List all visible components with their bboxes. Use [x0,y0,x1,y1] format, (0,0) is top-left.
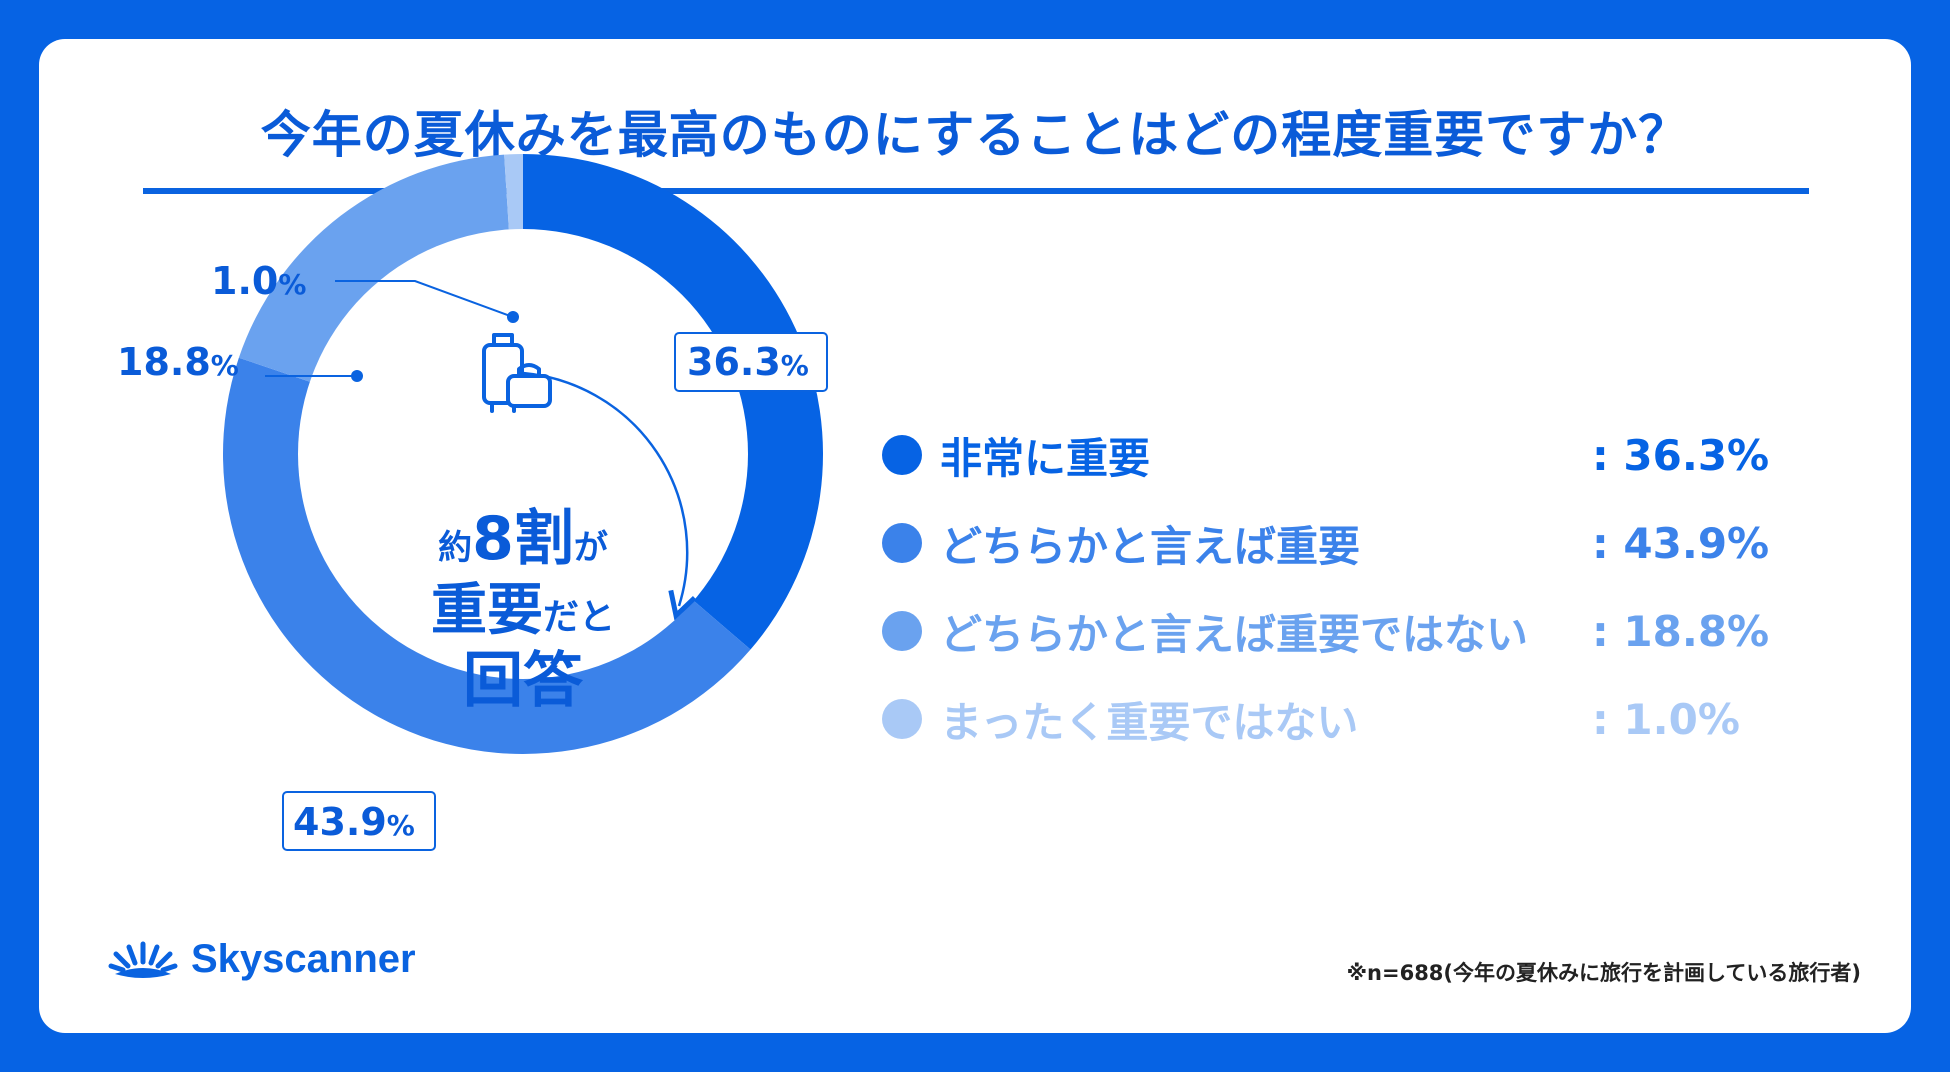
center-headline-line1: 約8割が [438,504,608,574]
donut-hole [298,229,748,679]
sunrise-icon [108,941,178,978]
legend: 非常に重要 : 36.3% どちらかと言えば重要 : 43.9% どちらかと言え… [882,411,1782,763]
title-underline [143,188,1809,194]
legend-value: : 18.8% [1592,606,1770,656]
chart-title: 今年の夏休みを最高のものにすることはどの程度重要ですか？ [260,106,1690,164]
center-headline-line2: 重要だと [431,578,615,643]
legend-label: どちらかと言えば重要ではない [940,609,1529,659]
svg-text:18.8%: 18.8% [117,340,239,384]
center-headline-line3: 回答 [463,646,584,716]
legend-dot [882,611,922,651]
legend-value: : 1.0% [1592,694,1740,744]
legend-dot [882,523,922,563]
legend-label: どちらかと言えば重要 [940,521,1361,571]
skyscanner-logo: Skyscanner [107,937,416,982]
donut-chart: 約8割が 重要だと 回答 36.3% 43.9% 18.8% 1.0% [117,154,828,851]
legend-value: : 36.3% [1592,430,1770,480]
legend-item: どちらかと言えば重要ではない : 18.8% [882,587,1782,675]
legend-item: 非常に重要 : 36.3% [882,411,1782,499]
callout-18-8: 18.8% [117,340,363,384]
legend-dot [882,435,922,475]
legend-item: どちらかと言えば重要 : 43.9% [882,499,1782,587]
sample-footnote: ※n=688(今年の夏休みに旅行を計画している旅行者) [1346,961,1861,985]
legend-item: まったく重要ではない : 1.0% [882,675,1782,763]
luggage-icon [482,333,552,413]
callout-1-0: 1.0% [211,259,519,323]
callout-43-9: 43.9% [282,791,436,851]
svg-text:36.3%: 36.3% [687,340,809,384]
clockwise-arrow [522,371,687,606]
legend-label: まったく重要ではない [940,697,1359,747]
callout-36-3: 36.3% [674,332,828,392]
svg-text:43.9%: 43.9% [293,800,415,844]
legend-value: : 43.9% [1592,518,1770,568]
legend-label: 非常に重要 [940,433,1151,483]
infographic-card: 今年の夏休みを最高のものにすることはどの程度重要ですか？ 約8割が 重要だと [39,39,1911,1033]
logo-text: Skyscanner [191,937,416,981]
legend-dot [882,699,922,739]
svg-text:1.0%: 1.0% [211,259,306,303]
